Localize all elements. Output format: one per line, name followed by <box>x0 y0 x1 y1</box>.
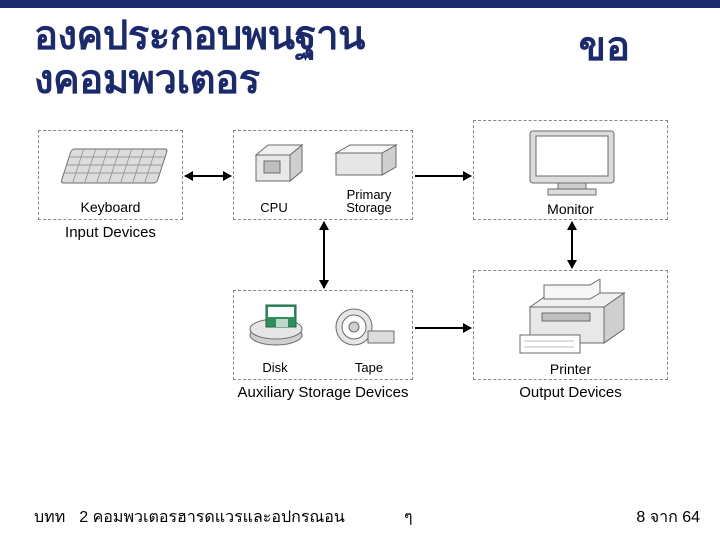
footer-mid: ๆ <box>404 505 413 530</box>
printer-box: Printer <box>473 270 668 380</box>
primary-storage-label: Primary Storage <box>334 188 404 215</box>
arrow-cpu-monitor <box>415 175 471 177</box>
arrow-cpu-aux <box>323 222 325 288</box>
disk-icon <box>246 301 312 353</box>
printer-icon <box>514 279 634 357</box>
processing-box: CPU Primary Storage <box>233 130 413 220</box>
footer: บทท 2 คอมพวเตอรฮารดแวรและอปกรณอน ๆ 8 จาก… <box>34 505 700 530</box>
disk-label: Disk <box>246 360 304 375</box>
footer-chapter: บทท <box>34 505 65 530</box>
title-right: ขอ <box>579 14 630 78</box>
keyboard-icon <box>51 145 171 193</box>
arrow-input-cpu <box>185 175 231 177</box>
arrow-aux-printer <box>415 327 471 329</box>
keyboard-label: Keyboard <box>39 199 182 215</box>
tape-icon <box>328 305 398 353</box>
printer-label: Printer <box>474 361 667 377</box>
footer-page: 8 จาก 64 <box>636 505 700 530</box>
cpu-icon <box>250 141 308 189</box>
top-bar <box>0 0 720 8</box>
tape-label: Tape <box>340 360 398 375</box>
monitor-label: Monitor <box>474 201 667 217</box>
aux-storage-box: Disk Tape <box>233 290 413 380</box>
output-devices-group-label: Output Devices <box>473 384 668 401</box>
input-devices-box: Keyboard <box>38 130 183 220</box>
footer-subtitle: 2 คอมพวเตอรฮารดแวรและอปกรณอน <box>79 505 345 530</box>
aux-storage-group-label: Auxiliary Storage Devices <box>223 384 423 401</box>
input-devices-group-label: Input Devices <box>38 224 183 241</box>
arrow-monitor-printer <box>571 222 573 268</box>
monitor-box: Monitor <box>473 120 668 220</box>
diagram: Keyboard Input Devices CPU Primary Stora… <box>38 120 678 480</box>
cpu-label: CPU <box>244 200 304 215</box>
primary-storage-icon <box>332 143 402 181</box>
monitor-icon <box>524 127 620 199</box>
